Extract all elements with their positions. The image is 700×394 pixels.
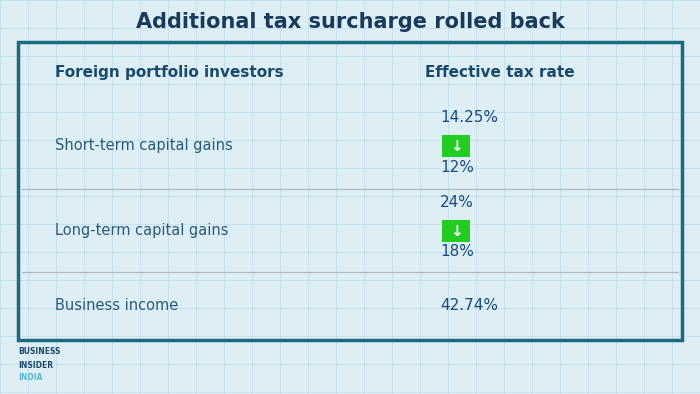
Text: 42.74%: 42.74% xyxy=(440,297,498,312)
Text: 14.25%: 14.25% xyxy=(440,110,498,125)
Text: BUSINESS: BUSINESS xyxy=(18,348,60,357)
Bar xyxy=(442,220,470,242)
Text: 18%: 18% xyxy=(440,245,474,260)
Text: Short-term capital gains: Short-term capital gains xyxy=(55,138,232,152)
Text: Effective tax rate: Effective tax rate xyxy=(425,65,575,80)
Text: 24%: 24% xyxy=(440,195,474,210)
Text: INSIDER: INSIDER xyxy=(18,361,53,370)
Text: Foreign portfolio investors: Foreign portfolio investors xyxy=(55,65,284,80)
Text: ↓: ↓ xyxy=(449,139,463,154)
Text: Business income: Business income xyxy=(55,297,178,312)
Text: ↓: ↓ xyxy=(449,223,463,238)
Text: 12%: 12% xyxy=(440,160,474,175)
Bar xyxy=(442,135,470,157)
Text: Long-term capital gains: Long-term capital gains xyxy=(55,223,228,238)
Text: Additional tax surcharge rolled back: Additional tax surcharge rolled back xyxy=(136,12,564,32)
Text: INDIA: INDIA xyxy=(18,372,43,381)
Bar xyxy=(18,42,682,340)
